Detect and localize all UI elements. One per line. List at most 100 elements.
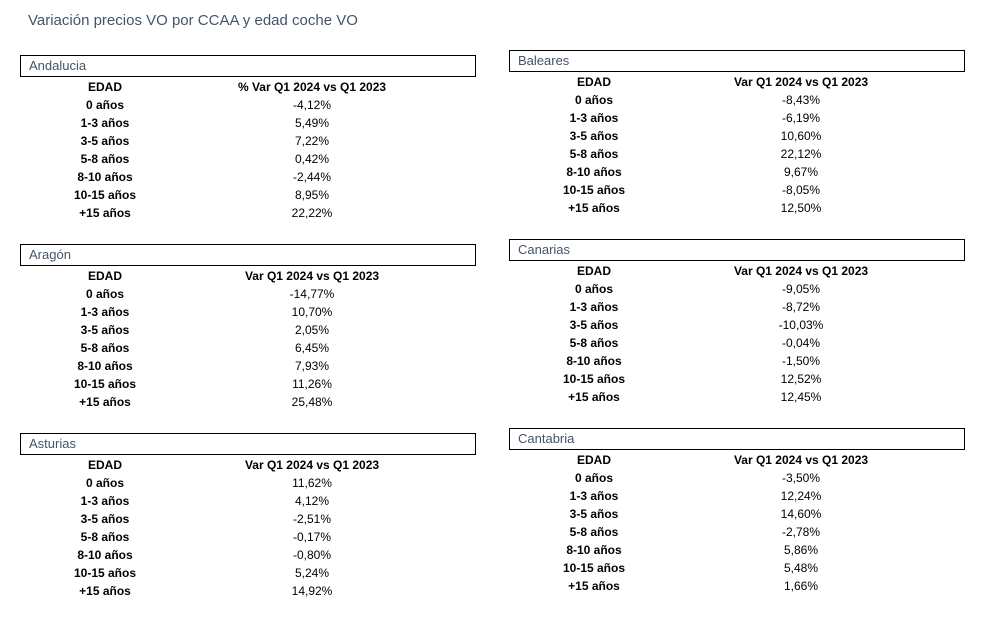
variation-cell: 10,70% [291,305,333,319]
age-column-header: EDAD [576,264,611,278]
age-cell: 10-15 años [562,183,626,197]
age-cell: +15 años [79,584,131,598]
table-row: 8-10 años -1,50% [509,352,923,370]
variation-table: EDAD % Var Q1 2024 vs Q1 2023 0 años -4,1… [20,78,434,222]
variation-cell: -0,04% [781,336,821,350]
table-row: 1-3 años 12,24% [509,487,923,505]
table-row: 3-5 años 10,60% [509,127,923,145]
variation-cell: 8,95% [294,188,330,202]
region-title: Baleares [509,50,965,72]
table-row: 5-8 años -0,04% [509,334,923,352]
table-row: 8-10 años 9,67% [509,163,923,181]
variation-cell: 12,52% [780,372,822,386]
table-row: 10-15 años 12,52% [509,370,923,388]
region-baleares: Baleares EDAD Var Q1 2024 vs Q1 2023 0 a… [509,50,965,217]
variation-cell: -10,03% [778,318,824,332]
age-cell: 3-5 años [569,318,619,332]
variation-column-header: Var Q1 2024 vs Q1 2023 [733,75,869,89]
age-cell: 8-10 años [77,359,133,373]
age-cell: 3-5 años [569,129,619,143]
variation-cell: 10,60% [780,129,822,143]
age-cell: 0 años [85,98,124,112]
variation-column-header: Var Q1 2024 vs Q1 2023 [733,453,869,467]
variation-cell: -2,51% [292,512,332,526]
variation-cell: 9,67% [783,165,819,179]
table-row: 1-3 años -8,72% [509,298,923,316]
age-cell: +15 años [568,201,620,215]
table-row: 1-3 años 4,12% [20,492,434,510]
table-row: +15 años 14,92% [20,582,434,600]
region-aragon: Aragón EDAD Var Q1 2024 vs Q1 2023 0 año… [20,244,476,411]
table-row: 5-8 años -0,17% [20,528,434,546]
age-cell: 3-5 años [80,512,130,526]
age-cell: +15 años [568,390,620,404]
age-cell: 0 años [85,476,124,490]
table-header-row: EDAD Var Q1 2024 vs Q1 2023 [509,262,923,280]
variation-cell: 7,93% [294,359,330,373]
variation-cell: 12,50% [780,201,822,215]
age-cell: 0 años [85,287,124,301]
variation-column-header: Var Q1 2024 vs Q1 2023 [733,264,869,278]
variation-cell: -8,05% [781,183,821,197]
variation-table: EDAD Var Q1 2024 vs Q1 2023 0 años -3,50%… [509,451,923,595]
variation-cell: -6,19% [781,111,821,125]
age-cell: 1-3 años [80,494,130,508]
age-cell: 3-5 años [569,507,619,521]
region-title: Asturias [20,433,476,455]
variation-cell: 12,24% [780,489,822,503]
age-cell: 8-10 años [566,165,622,179]
variation-cell: -2,44% [292,170,332,184]
table-row: 5-8 años 0,42% [20,150,434,168]
table-row: 8-10 años -0,80% [20,546,434,564]
region-title: Aragón [20,244,476,266]
age-cell: 10-15 años [73,188,137,202]
age-cell: 5-8 años [80,341,130,355]
table-header-row: EDAD Var Q1 2024 vs Q1 2023 [509,73,923,91]
table-row: 0 años -3,50% [509,469,923,487]
table-header-row: EDAD % Var Q1 2024 vs Q1 2023 [20,78,434,96]
table-row: 3-5 años 14,60% [509,505,923,523]
table-row: +15 años 22,22% [20,204,434,222]
region-canarias: Canarias EDAD Var Q1 2024 vs Q1 2023 0 a… [509,239,965,406]
table-row: 10-15 años -8,05% [509,181,923,199]
age-cell: 10-15 años [562,561,626,575]
age-cell: +15 años [79,206,131,220]
variation-cell: 22,22% [291,206,333,220]
variation-cell: 5,86% [783,543,819,557]
table-row: 1-3 años 10,70% [20,303,434,321]
variation-cell: -8,43% [781,93,821,107]
region-title: Cantabria [509,428,965,450]
table-row: +15 años 1,66% [509,577,923,595]
region-cantabria: Cantabria EDAD Var Q1 2024 vs Q1 2023 0 … [509,428,965,595]
variation-table: EDAD Var Q1 2024 vs Q1 2023 0 años -9,05%… [509,262,923,406]
table-row: 5-8 años -2,78% [509,523,923,541]
variation-cell: 5,24% [294,566,330,580]
age-cell: 8-10 años [77,548,133,562]
variation-column-header: % Var Q1 2024 vs Q1 2023 [237,80,387,94]
table-row: 0 años -9,05% [509,280,923,298]
variation-cell: -8,72% [781,300,821,314]
age-column-header: EDAD [576,75,611,89]
variation-table: EDAD Var Q1 2024 vs Q1 2023 0 años -14,77… [20,267,434,411]
page-title: Variación precios VO por CCAA y edad coc… [28,12,358,29]
age-cell: 10-15 años [73,377,137,391]
age-cell: 0 años [574,282,613,296]
table-row: 0 años -8,43% [509,91,923,109]
variation-cell: 4,12% [294,494,330,508]
variation-cell: 5,49% [294,116,330,130]
age-cell: +15 años [568,579,620,593]
variation-cell: 22,12% [780,147,822,161]
variation-cell: 25,48% [291,395,333,409]
table-row: 10-15 años 5,24% [20,564,434,582]
table-row: 5-8 años 6,45% [20,339,434,357]
variation-cell: -1,50% [781,354,821,368]
variation-cell: 14,92% [291,584,333,598]
region-title: Andalucia [20,55,476,77]
table-row: 10-15 años 5,48% [509,559,923,577]
table-header-row: EDAD Var Q1 2024 vs Q1 2023 [20,267,434,285]
age-cell: 5-8 años [80,530,130,544]
table-row: 3-5 años 7,22% [20,132,434,150]
age-cell: 8-10 años [77,170,133,184]
variation-cell: -0,17% [292,530,332,544]
region-title: Canarias [509,239,965,261]
